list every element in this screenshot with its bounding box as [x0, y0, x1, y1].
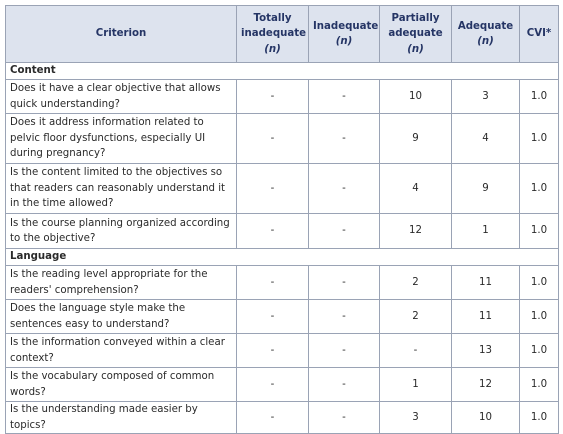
value-cell: -	[308, 213, 380, 249]
value-cell: 10	[379, 79, 452, 114]
header-unit: (n)	[407, 43, 424, 55]
value-cell: 3	[379, 401, 452, 434]
value-cell: 1.0	[519, 163, 559, 214]
section-row: Content	[5, 62, 559, 80]
value-cell: -	[308, 333, 380, 368]
value-cell: 1.0	[519, 265, 559, 300]
data-row: Is the content limited to the objectives…	[5, 163, 559, 214]
header-label: Totally inadequate	[241, 12, 307, 40]
data-row: Is the reading level appropriate for the…	[5, 265, 559, 300]
value-cell: -	[236, 333, 309, 368]
header-unit: (n)	[264, 43, 281, 55]
data-row: Does the language style make the sentenc…	[5, 299, 559, 334]
criterion: Is the reading level appropriate for the…	[5, 265, 237, 300]
value-cell: 13	[451, 333, 520, 368]
column-header: Totally inadequate (n)	[236, 5, 309, 63]
table-header: Criterion Totally inadequate (n) Inadequate…	[5, 5, 559, 63]
value-cell: 11	[451, 265, 520, 300]
value-cell: 1.0	[519, 401, 559, 434]
header-label: CVI*	[526, 28, 552, 40]
value-cell: 2	[379, 299, 452, 334]
header-label: Criterion	[95, 28, 147, 40]
value-cell: -	[236, 367, 309, 402]
value-cell: 4	[379, 163, 452, 214]
data-row: Is the course planning organized accordi…	[5, 213, 559, 249]
value-cell: 11	[451, 299, 520, 334]
value-cell: 12	[379, 213, 452, 249]
value-cell: -	[308, 79, 380, 114]
value-cell: 1.0	[519, 213, 559, 249]
column-header: Partially adequate (n)	[379, 5, 452, 63]
value-cell: -	[236, 79, 309, 114]
value-cell: 9	[451, 163, 520, 214]
header-label: Adequate	[457, 20, 514, 32]
value-cell: -	[308, 265, 380, 300]
criterion: Does it address information related to p…	[5, 113, 237, 164]
criterion: Does the language style make the sentenc…	[5, 299, 237, 334]
value-cell: -	[379, 333, 452, 368]
value-cell: -	[308, 299, 380, 334]
value-cell: 4	[451, 113, 520, 164]
header-unit: (n)	[477, 36, 494, 47]
table-body: Content Does it have a clear objective th…	[5, 62, 559, 434]
value-cell: -	[236, 265, 309, 300]
data-row: Does it address information related to p…	[5, 113, 559, 164]
value-cell: -	[236, 163, 309, 214]
value-cell: 2	[379, 265, 452, 300]
header-unit: (n)	[335, 36, 353, 47]
value-cell: 3	[451, 79, 520, 114]
value-cell: -	[308, 367, 380, 402]
column-header: Inadequate (n)	[308, 5, 380, 63]
data-row: Does it have a clear objective that allo…	[5, 79, 559, 114]
criterion: Is the understanding made easier by topi…	[5, 401, 237, 434]
criterion: Is the course planning organized accordi…	[5, 213, 237, 249]
value-cell: -	[308, 113, 380, 164]
header-label: Inadequate	[313, 20, 379, 32]
results-table: Criterion Totally inadequate (n) Inadequate…	[5, 5, 559, 434]
section-title: Language	[5, 248, 559, 266]
data-row: Is the vocabulary composed of common wor…	[5, 367, 559, 402]
criterion: Does it have a clear objective that allo…	[5, 79, 237, 114]
column-header: Adequate (n)	[451, 5, 520, 63]
value-cell: 1.0	[519, 299, 559, 334]
value-cell: 9	[379, 113, 452, 164]
value-cell: 1.0	[519, 113, 559, 164]
value-cell: 1.0	[519, 79, 559, 114]
data-row: Is the understanding made easier by topi…	[5, 401, 559, 434]
criterion: Is the information conveyed within a cle…	[5, 333, 237, 368]
header-label: Partially adequate	[388, 12, 443, 40]
section-row: Language	[5, 248, 559, 266]
column-header: CVI*	[519, 5, 559, 63]
value-cell: -	[236, 299, 309, 334]
value-cell: 1	[379, 367, 452, 402]
section-title: Content	[5, 62, 559, 80]
value-cell: 1.0	[519, 367, 559, 402]
value-cell: 1.0	[519, 333, 559, 368]
header-row: Criterion Totally inadequate (n) Inadequate…	[5, 5, 559, 63]
value-cell: 1	[451, 213, 520, 249]
column-header: Criterion	[5, 5, 237, 63]
value-cell: 12	[451, 367, 520, 402]
data-row: Is the information conveyed within a cle…	[5, 333, 559, 368]
value-cell: -	[308, 163, 380, 214]
criterion: Is the vocabulary composed of common wor…	[5, 367, 237, 402]
value-cell: 10	[451, 401, 520, 434]
value-cell: -	[308, 401, 380, 434]
criterion: Is the content limited to the objectives…	[5, 163, 237, 214]
value-cell: -	[236, 213, 309, 249]
value-cell: -	[236, 113, 309, 164]
value-cell: -	[236, 401, 309, 434]
